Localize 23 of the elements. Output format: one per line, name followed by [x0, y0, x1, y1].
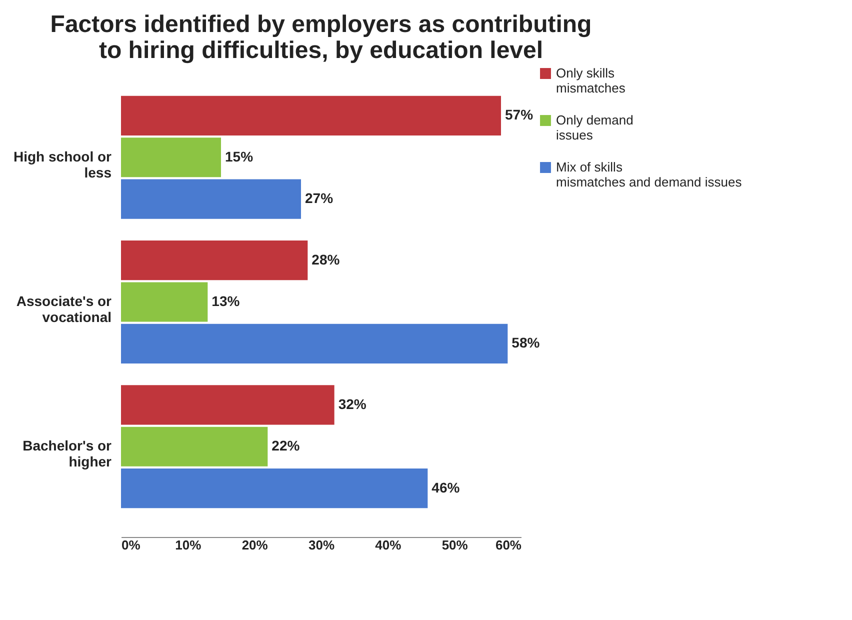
legend-label: Mix of skills mismatches and demand issues: [556, 160, 742, 190]
data-label: 57%: [505, 106, 534, 123]
x-tick-label: 30%: [308, 538, 335, 552]
x-tick-label: 60%: [495, 538, 522, 552]
x-tick-label: 50%: [442, 538, 468, 552]
legend-label: Only demand issues: [556, 112, 634, 142]
data-label: 15%: [225, 148, 254, 164]
y-tick-label: Associate's or vocational: [16, 293, 112, 325]
data-label: 58%: [512, 334, 540, 351]
data-label: 13%: [212, 293, 240, 309]
y-tick-label: High school or less: [14, 148, 112, 180]
x-tick-label: 40%: [375, 538, 402, 552]
legend-label: Only skills mismatches: [556, 66, 626, 96]
data-label: 28%: [312, 251, 340, 268]
x-tick-label: 10%: [175, 538, 202, 552]
data-label: 46%: [432, 479, 460, 496]
data-label: 27%: [305, 190, 334, 206]
chart-title: Factors identified by employers as contributing to hiring difficulties, by education level: [50, 11, 592, 64]
x-tick-label: 20%: [242, 538, 268, 552]
x-tick-label: 0%: [122, 538, 141, 552]
data-label: 22%: [272, 438, 300, 454]
y-tick-label: Bachelor's or higher: [22, 438, 112, 470]
data-label: 32%: [338, 396, 367, 412]
